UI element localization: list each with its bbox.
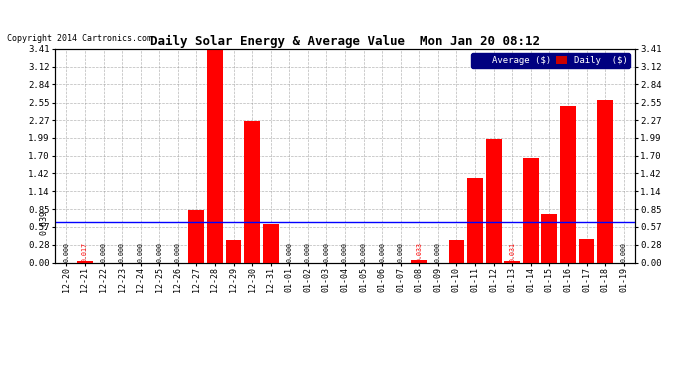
Text: 1.660: 1.660 [528, 242, 534, 262]
Bar [188, 210, 204, 262]
Bar [597, 99, 613, 262]
Text: 0.373: 0.373 [584, 242, 589, 262]
Text: 0.000: 0.000 [397, 242, 404, 262]
Text: 1.966: 1.966 [491, 242, 497, 262]
Bar [523, 159, 539, 262]
Text: 0.639: 0.639 [39, 210, 48, 235]
Text: 0.017: 0.017 [82, 242, 88, 262]
Bar [226, 240, 241, 262]
Text: 2.600: 2.600 [602, 242, 608, 262]
Text: 0.359: 0.359 [453, 242, 460, 262]
Text: 0.000: 0.000 [119, 242, 125, 262]
Bar [244, 121, 260, 262]
Text: 0.000: 0.000 [175, 242, 181, 262]
Text: 0.033: 0.033 [416, 242, 422, 262]
Bar [486, 139, 502, 262]
Bar [411, 260, 427, 262]
Text: 0.000: 0.000 [137, 242, 144, 262]
Bar [467, 178, 483, 262]
Text: Copyright 2014 Cartronics.com: Copyright 2014 Cartronics.com [7, 34, 152, 43]
Bar [207, 49, 223, 262]
Bar [542, 214, 558, 262]
Text: 0.000: 0.000 [101, 242, 106, 262]
Text: 0.620: 0.620 [268, 242, 274, 262]
Text: 0.000: 0.000 [342, 242, 348, 262]
Text: 0.000: 0.000 [305, 242, 311, 262]
Text: 0.361: 0.361 [230, 242, 237, 262]
Bar [579, 239, 594, 262]
Text: 0.769: 0.769 [546, 242, 553, 262]
Bar [77, 261, 93, 262]
Text: 2.259: 2.259 [249, 242, 255, 262]
Text: 0.000: 0.000 [379, 242, 385, 262]
Bar [560, 106, 576, 262]
Text: 0.000: 0.000 [435, 242, 441, 262]
Text: 0.000: 0.000 [620, 242, 627, 262]
Title: Daily Solar Energy & Average Value  Mon Jan 20 08:12: Daily Solar Energy & Average Value Mon J… [150, 34, 540, 48]
Text: 0.000: 0.000 [286, 242, 293, 262]
Text: 0.000: 0.000 [63, 242, 70, 262]
Bar [504, 261, 520, 262]
Bar [263, 224, 279, 262]
Text: 0.000: 0.000 [156, 242, 162, 262]
Bar [448, 240, 464, 262]
Text: 0.000: 0.000 [324, 242, 329, 262]
Text: 0.000: 0.000 [361, 242, 366, 262]
Legend: Average ($), Daily  ($): Average ($), Daily ($) [471, 53, 630, 68]
Text: 3.405: 3.405 [212, 242, 218, 262]
Text: 0.031: 0.031 [509, 242, 515, 262]
Text: 2.497: 2.497 [565, 242, 571, 262]
Text: 1.350: 1.350 [472, 242, 478, 262]
Text: 0.843: 0.843 [193, 242, 199, 262]
